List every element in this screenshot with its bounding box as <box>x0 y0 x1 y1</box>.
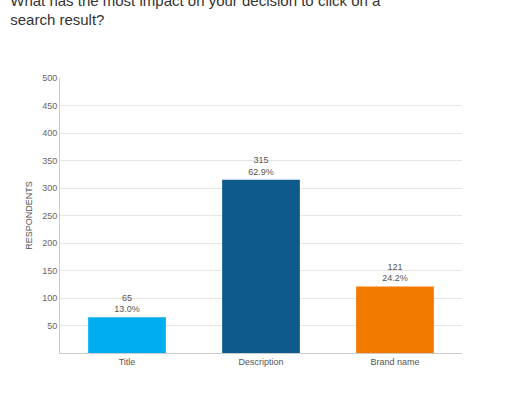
svg-text:250: 250 <box>42 211 57 221</box>
svg-text:Title: Title <box>119 357 136 367</box>
svg-text:RESPONDENTS: RESPONDENTS <box>24 181 34 250</box>
svg-text:12124.2%: 12124.2% <box>382 262 408 284</box>
svg-text:500: 500 <box>42 73 57 83</box>
svg-text:6513.0%: 6513.0% <box>114 293 140 315</box>
svg-text:450: 450 <box>42 101 57 111</box>
svg-text:300: 300 <box>42 183 57 193</box>
svg-text:31562.9%: 31562.9% <box>248 155 274 177</box>
svg-text:50: 50 <box>47 321 57 331</box>
svg-text:200: 200 <box>42 238 57 248</box>
svg-text:350: 350 <box>42 156 57 166</box>
svg-text:150: 150 <box>42 266 57 276</box>
svg-text:400: 400 <box>42 128 57 138</box>
svg-text:Description: Description <box>238 357 283 367</box>
svg-text:What has the most impact on yo: What has the most impact on your decisio… <box>10 0 381 28</box>
svg-text:Brand name: Brand name <box>370 357 419 367</box>
svg-text:100: 100 <box>42 293 57 303</box>
